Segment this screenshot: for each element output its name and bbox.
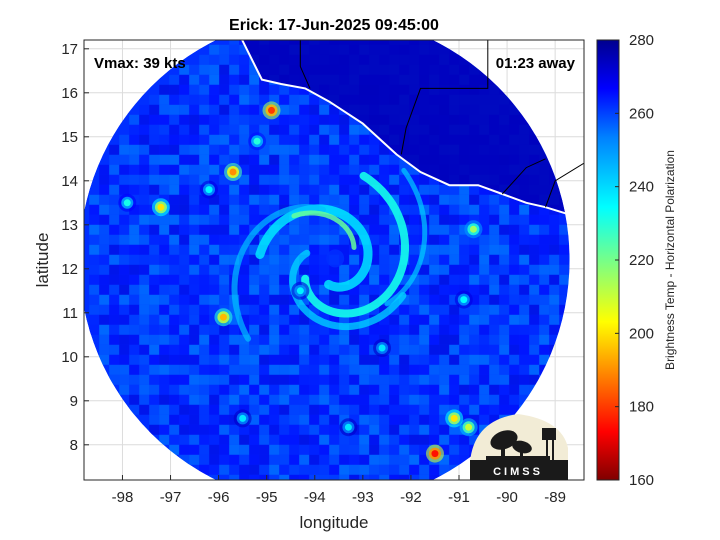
y-tick-label: 10 [61, 349, 78, 366]
x-tick-label: -93 [352, 489, 374, 506]
colorbar-tick-label: 260 [629, 105, 654, 122]
colorbar-tick-label: 180 [629, 399, 654, 416]
feature-mark [425, 444, 444, 463]
y-tick-label: 13 [61, 217, 78, 234]
colorbar-tick-label: 160 [629, 472, 654, 489]
y-tick-label: 9 [70, 393, 78, 410]
feature-mark [233, 409, 252, 428]
y-axis-label: latitude [33, 233, 52, 288]
rain-bands [231, 167, 428, 342]
feature-mark [214, 308, 233, 327]
y-tick-label: 11 [62, 305, 78, 322]
cimss-logo: CIMSS [470, 414, 568, 480]
plot-frame [83, 39, 585, 481]
feature-mark [200, 180, 218, 199]
colorbar-tick-label: 240 [629, 179, 654, 196]
x-tick-label: -89 [544, 489, 566, 506]
feature-mark [464, 220, 483, 239]
chart-title: Erick: 17-Jun-2025 09:45:00 [229, 17, 439, 34]
x-tick-label: -98 [112, 489, 134, 506]
x-tick-label: -94 [304, 489, 326, 506]
swath [84, 40, 570, 480]
y-tick-label: 17 [61, 41, 78, 58]
coastline [241, 40, 584, 222]
colorbar-ticks: 160 180 200 220 240 260 280 [615, 32, 654, 489]
x-tick-label: -95 [256, 489, 278, 506]
x-tick-label: -92 [400, 489, 422, 506]
time-away-label: 01:23 away [496, 55, 576, 72]
feature-mark [339, 418, 358, 437]
y-tick-label: 15 [61, 129, 78, 146]
x-axis-label: longitude [299, 513, 368, 532]
feature-mark [151, 198, 170, 217]
feature-mark [291, 281, 310, 300]
x-tick-label: -90 [496, 489, 518, 506]
y-ticks: 8 9 10 11 12 13 14 15 16 17 [61, 41, 89, 454]
feature-mark [224, 163, 243, 181]
feature-mark [118, 193, 137, 212]
x-tick-label: -97 [160, 489, 182, 506]
y-tick-label: 14 [61, 173, 78, 190]
colorbar-tick-label: 200 [629, 325, 654, 342]
x-ticks: -98 -97 -96 -95 -94 -93 -92 -91 -90 -89 [112, 475, 566, 506]
x-tick-label: -96 [208, 489, 230, 506]
feature-mark [373, 339, 392, 357]
feature-mark [445, 409, 464, 428]
y-tick-label: 8 [70, 437, 78, 454]
feature-marks [118, 101, 483, 463]
y-tick-label: 12 [61, 261, 78, 278]
x-tick-label: -91 [448, 489, 470, 506]
feature-mark [459, 418, 478, 437]
feature-mark [248, 132, 267, 151]
colorbar-tick-label: 220 [629, 252, 654, 269]
vmax-label: Vmax: 39 kts [94, 55, 186, 72]
colorbar-label: Brightness Temp - Horizontal Polarizatio… [663, 150, 677, 370]
y-tick-label: 16 [61, 85, 78, 102]
svg-text:CIMSS: CIMSS [493, 466, 543, 478]
colorbar-tick-label: 280 [629, 32, 654, 49]
feature-mark [262, 101, 281, 120]
feature-mark [454, 290, 473, 309]
